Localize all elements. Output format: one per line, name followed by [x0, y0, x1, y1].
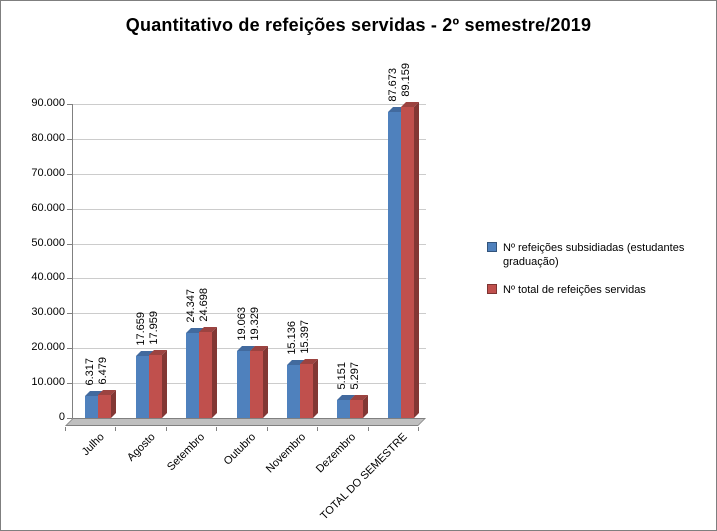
bar-side-face	[363, 395, 368, 418]
y-tick	[67, 209, 73, 210]
bar-series-2	[350, 400, 363, 418]
bar-series-1	[337, 400, 350, 418]
legend-swatch-subsidiadas	[487, 242, 497, 252]
x-tick	[65, 427, 66, 431]
y-tick	[67, 174, 73, 175]
y-tick	[67, 278, 73, 279]
bar-value-label: 6.479	[97, 357, 109, 385]
y-tick	[67, 104, 73, 105]
legend-swatch-total	[487, 283, 497, 294]
bar-series-1	[237, 351, 250, 418]
bar-series-1	[287, 365, 300, 418]
x-tick	[115, 427, 116, 431]
x-axis-label: TOTAL DO SEMESTRE	[318, 431, 410, 523]
x-tick	[166, 427, 167, 431]
bar-side-face	[263, 346, 268, 418]
bar-series-1	[186, 333, 199, 418]
bar-side-face	[414, 102, 419, 418]
bar-value-label: 5.297	[349, 362, 361, 390]
bar-value-label: 5.151	[336, 362, 348, 390]
x-tick	[216, 427, 217, 431]
bar-series-2	[149, 355, 162, 418]
y-axis-label: 30.000	[31, 306, 65, 318]
x-tick	[368, 427, 369, 431]
y-axis-label: 80.000	[31, 132, 65, 144]
gridline	[73, 313, 426, 314]
bar-series-2	[98, 395, 111, 418]
bar-value-label: 19.063	[236, 307, 248, 341]
x-tick	[418, 427, 419, 431]
legend-label-subsidiadas: Nº refeições subsidiadas (estudantes gra…	[503, 242, 685, 269]
chart-title: Quantitativo de refeições servidas - 2º …	[125, 15, 592, 35]
x-tick	[317, 427, 318, 431]
bar-value-label: 15.136	[286, 321, 298, 355]
y-tick	[67, 383, 73, 384]
bar-side-face	[111, 390, 116, 418]
y-tick	[67, 418, 73, 419]
y-axis-line	[72, 104, 73, 418]
x-axis-label: Julho	[79, 431, 107, 459]
bar-side-face	[313, 359, 318, 418]
y-axis-label: 60.000	[31, 202, 65, 214]
y-axis-label: 0	[58, 411, 65, 423]
chart-floor	[65, 418, 426, 426]
bar-series-1	[85, 396, 98, 418]
y-axis-label: 10.000	[31, 376, 65, 388]
gridline	[73, 174, 426, 175]
x-axis-label: Setembro	[165, 431, 208, 474]
y-axis-label: 90.000	[31, 97, 65, 109]
y-axis-label: 50.000	[31, 237, 65, 249]
y-tick	[67, 244, 73, 245]
y-tick	[67, 348, 73, 349]
gridline	[73, 139, 426, 140]
bar-value-label: 17.659	[135, 312, 147, 346]
bar-series-2	[401, 107, 414, 418]
bar-value-label: 24.347	[185, 289, 197, 323]
y-tick	[67, 313, 73, 314]
x-axis-label: Outubro	[221, 431, 259, 468]
x-tick	[267, 427, 268, 431]
bar-series-2	[300, 364, 313, 418]
y-axis-label: 40.000	[31, 271, 65, 283]
bar-value-label: 89.159	[400, 63, 412, 97]
bar-series-1	[136, 356, 149, 418]
legend: Nº refeições subsidiadas (estudantes gra…	[487, 241, 705, 297]
bar-side-face	[212, 327, 217, 418]
gridline	[73, 278, 426, 279]
x-axis-label: Novembro	[264, 431, 309, 476]
bar-value-label: 17.959	[148, 311, 160, 345]
bar-value-label: 6.317	[84, 358, 96, 386]
y-axis-label: 70.000	[31, 167, 65, 179]
bar-series-2	[250, 351, 263, 418]
y-tick	[67, 139, 73, 140]
gridline	[73, 244, 426, 245]
bar-value-label: 87.673	[387, 68, 399, 102]
bar-series-1	[388, 112, 401, 418]
bar-value-label: 24.698	[198, 288, 210, 322]
legend-item-series-2: Nº total de refeições servidas	[487, 283, 705, 297]
bar-value-label: 15.397	[299, 320, 311, 354]
bar-side-face	[162, 350, 167, 418]
legend-item-series-1: Nº refeições subsidiadas (estudantes gra…	[487, 241, 705, 270]
gridline	[73, 104, 426, 105]
bar-series-2	[199, 332, 212, 418]
x-axis-label: Agosto	[124, 431, 158, 464]
y-axis-label: 20.000	[31, 341, 65, 353]
legend-label-total: Nº total de refeições servidas	[503, 283, 646, 296]
x-axis-label: Dezembro	[314, 431, 359, 476]
bar-value-label: 19.329	[249, 307, 261, 341]
gridline	[73, 209, 426, 210]
